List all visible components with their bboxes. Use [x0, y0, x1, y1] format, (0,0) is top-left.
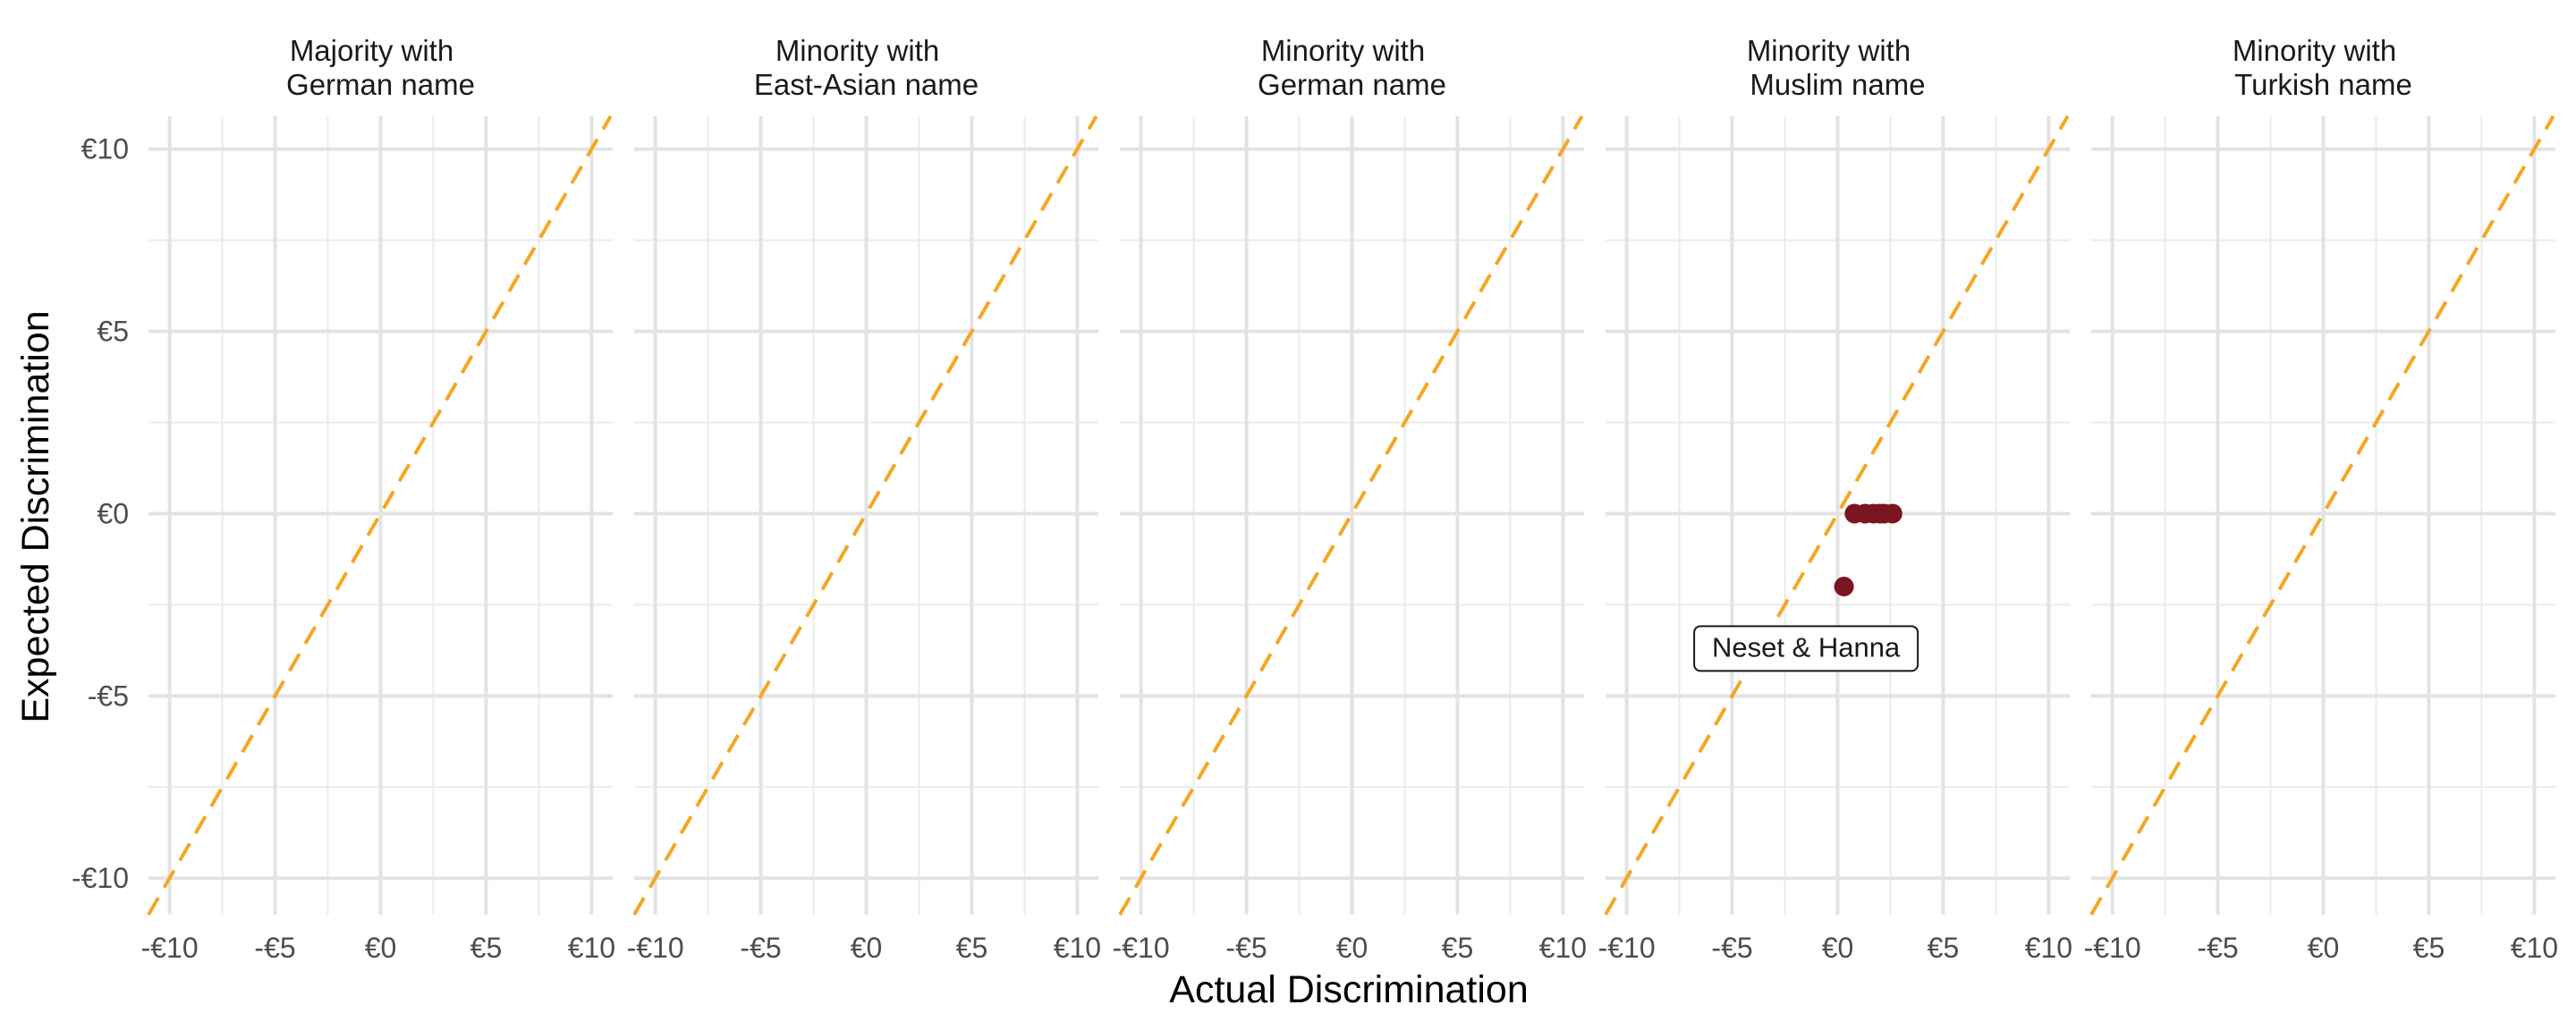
panel-title-line1: Minority with — [2233, 34, 2396, 67]
x-tick-label: €5 — [1928, 932, 1960, 964]
x-tick-label: €0 — [851, 932, 883, 964]
x-tick-label: €10 — [1054, 932, 1101, 964]
y-tick-label: €5 — [97, 316, 129, 348]
x-tick-label: -€10 — [1598, 932, 1656, 964]
y-axis-tick-labels: -€10 -€5 €0 €5 €10 — [72, 133, 129, 895]
reference-line-identity — [632, 114, 1098, 916]
panel-title-line2: German name — [1258, 68, 1446, 101]
x-tick-label: -€10 — [1113, 932, 1170, 964]
panel-title-line2: German name — [286, 68, 475, 101]
x-tick-label: -€10 — [2084, 932, 2141, 964]
y-tick-label: -€5 — [88, 680, 129, 712]
x-tick-label: €5 — [1442, 932, 1474, 964]
annotation-label: Neset & Hanna — [1712, 632, 1901, 663]
x-tick-label: -€5 — [2197, 932, 2238, 964]
reference-line-identity — [147, 114, 613, 916]
x-tick-label: -€5 — [740, 932, 781, 964]
x-tick-label: -€5 — [254, 932, 295, 964]
panel-title-line1: Minority with — [1747, 34, 1911, 67]
y-tick-label: €10 — [81, 133, 129, 165]
panel-title-line1: Minority with — [775, 34, 939, 67]
x-tick-label: €0 — [2308, 932, 2340, 964]
x-tick-label: €10 — [2025, 932, 2072, 964]
x-tick-label: €10 — [568, 932, 615, 964]
panel-title-line1: Majority with — [290, 34, 453, 67]
reference-line-identity — [2089, 114, 2555, 916]
x-axis-title: Actual Discrimination — [1169, 968, 1528, 1011]
x-tick-label: €0 — [1822, 932, 1854, 964]
x-tick-label: €5 — [956, 932, 988, 964]
y-tick-label: €0 — [97, 497, 129, 529]
x-tick-label: -€5 — [1711, 932, 1752, 964]
panel-title-line2: Muslim name — [1750, 68, 1925, 101]
panel-title-line2: Turkish name — [2234, 68, 2412, 101]
data-point — [1834, 577, 1854, 597]
x-tick-label: €10 — [2511, 932, 2558, 964]
reference-line-identity — [1118, 114, 1584, 916]
x-tick-label: -€10 — [141, 932, 199, 964]
y-tick-label: -€10 — [72, 862, 129, 894]
panel-title-line2: East-Asian name — [754, 68, 979, 101]
x-tick-label: -€5 — [1225, 932, 1267, 964]
x-tick-label: €5 — [470, 932, 503, 964]
x-tick-label: -€10 — [627, 932, 684, 964]
x-tick-label: €10 — [1539, 932, 1587, 964]
reference-line-identity — [1604, 114, 2070, 916]
y-axis-title: Expected Discrimination — [14, 310, 57, 722]
panel-title-line1: Minority with — [1261, 34, 1425, 67]
x-tick-label: €0 — [365, 932, 397, 964]
x-tick-label: €0 — [1336, 932, 1368, 964]
annotation-box — [1693, 625, 1919, 672]
data-point — [1882, 503, 1902, 524]
x-tick-label: €5 — [2413, 932, 2445, 964]
